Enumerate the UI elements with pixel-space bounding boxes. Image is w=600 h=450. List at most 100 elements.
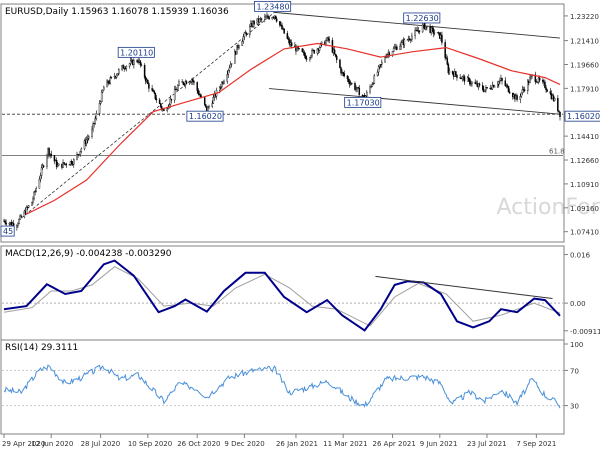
candle-body — [466, 77, 469, 82]
macd-y-tick-label: 0.016 — [570, 252, 591, 260]
candle-body — [122, 65, 124, 69]
candle-body — [441, 34, 443, 43]
candle-body — [177, 85, 179, 90]
candle-body — [20, 215, 22, 218]
candle-body — [243, 32, 246, 37]
candle-body — [260, 18, 263, 20]
candle-body — [411, 35, 413, 40]
candle-body — [8, 223, 11, 225]
x-tick-label: 11 Mar 2021 — [323, 440, 367, 448]
candle-body — [294, 45, 296, 47]
price-label: 1.16020 — [189, 112, 222, 121]
candle-body — [107, 80, 109, 84]
price-label-box — [186, 110, 224, 122]
candle-body — [56, 165, 59, 167]
candle-body — [421, 24, 424, 33]
candle-body — [185, 81, 188, 84]
price-title: EURUSD,Daily 1.15963 1.16078 1.15939 1.1… — [5, 7, 229, 17]
candle-body — [351, 83, 353, 85]
candle-body — [98, 103, 101, 114]
candle-body — [290, 42, 293, 47]
candle-body — [223, 81, 225, 84]
macd-line — [3, 259, 561, 332]
x-tick-label: 12 Jun 2020 — [31, 440, 73, 448]
candle-body — [426, 26, 428, 28]
candle-body — [95, 113, 98, 119]
candle-body — [506, 85, 509, 87]
candle-body — [474, 81, 476, 84]
candle-body — [316, 48, 319, 54]
candle-body — [79, 151, 81, 155]
candle-body — [88, 136, 90, 139]
rsi-y-tick-label: 100 — [570, 341, 583, 349]
candle-body — [418, 30, 421, 33]
candle-body — [236, 45, 238, 55]
candle-body — [18, 219, 20, 225]
candle-body — [313, 49, 315, 54]
candle-body — [305, 58, 308, 60]
candle-body — [558, 110, 560, 113]
candle-body — [271, 17, 274, 20]
candle-body — [536, 81, 539, 83]
candle-body — [163, 109, 165, 111]
candle-body — [499, 80, 501, 82]
candle-body — [523, 89, 526, 92]
candle-body — [288, 39, 291, 45]
candle-body — [369, 86, 371, 93]
candle-body — [309, 57, 311, 60]
candle-body — [117, 73, 119, 76]
candle-body — [73, 159, 75, 165]
candle-body — [400, 42, 402, 47]
candle-body — [91, 128, 93, 137]
candle-body — [366, 91, 368, 97]
candle-body — [298, 48, 300, 50]
candle-body — [275, 18, 278, 22]
candle-body — [192, 79, 194, 82]
candle-body — [169, 98, 172, 105]
price-y-tick-label: 1.17910 — [570, 85, 599, 93]
price-label-box — [254, 0, 292, 12]
price-y-tick-label: 1.21410 — [570, 38, 599, 46]
candle-body — [272, 17, 275, 19]
rsi-y-tick-label: 30 — [570, 403, 579, 411]
x-tick-label: 26 Apr 2021 — [373, 440, 416, 448]
candle-body — [559, 111, 561, 117]
candle-body — [42, 165, 45, 167]
candle-body — [371, 84, 373, 87]
candle-body — [94, 118, 96, 124]
candle-body — [381, 61, 383, 65]
x-tick-label: 9 Dec 2020 — [224, 440, 264, 448]
candle-body — [508, 91, 511, 94]
rsi-y-axis: 100 70 30 — [2, 341, 583, 411]
candle-body — [354, 83, 356, 90]
candle-body — [118, 69, 120, 74]
upper-channel-line — [274, 11, 561, 39]
candle-body — [144, 77, 147, 82]
candle-body — [456, 74, 458, 78]
candle-body — [459, 77, 461, 79]
macd-y-tick-label: -0.009116 — [570, 328, 600, 336]
candle-body — [355, 88, 357, 90]
candle-body — [249, 25, 251, 35]
price-label-box — [564, 110, 600, 122]
candle-body — [265, 16, 267, 18]
candle-body — [203, 97, 206, 105]
candle-body — [198, 93, 201, 96]
candle-body — [408, 38, 411, 40]
candle-body — [431, 27, 434, 29]
candle-body — [498, 81, 500, 85]
macd-y-tick-label: 0.00 — [570, 300, 586, 308]
price-label: 1.17030 — [347, 98, 380, 107]
macd-y-axis: 0.016 0.00 -0.009116 — [564, 252, 600, 336]
price-y-tick-label: 1.14410 — [570, 133, 599, 141]
candle-body — [343, 73, 346, 77]
candle-body — [196, 82, 198, 91]
candle-body — [519, 96, 522, 100]
candle-body — [125, 65, 128, 69]
candle-body — [33, 191, 35, 200]
candle-body — [4, 220, 6, 224]
price-label: 1.20110 — [120, 48, 153, 57]
candle-body — [373, 75, 376, 84]
candle-body — [86, 137, 89, 140]
candle-body — [287, 38, 290, 40]
